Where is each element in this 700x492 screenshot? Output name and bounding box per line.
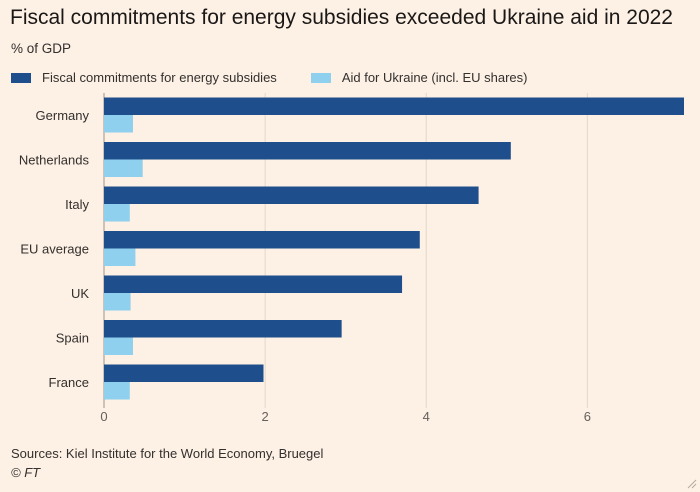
ukraine-bar xyxy=(104,159,143,177)
source-note: Sources: Kiel Institute for the World Ec… xyxy=(11,446,324,461)
energy-bar xyxy=(104,231,420,249)
category-label: Germany xyxy=(36,108,90,123)
category-label: Italy xyxy=(65,197,89,212)
ukraine-bar xyxy=(104,382,130,400)
copyright: © FT xyxy=(11,465,41,480)
legend: Fiscal commitments for energy subsidies … xyxy=(11,70,561,85)
category-label: Spain xyxy=(56,331,89,346)
chart-subtitle: % of GDP xyxy=(11,41,72,56)
energy-bar xyxy=(104,275,403,293)
x-tick-label: 6 xyxy=(584,409,591,424)
legend-swatch-ukraine xyxy=(310,72,331,83)
legend-label-ukraine: Aid for Ukraine (incl. EU shares) xyxy=(341,70,528,85)
category-label: France xyxy=(49,375,89,390)
category-label: UK xyxy=(71,286,89,301)
energy-bar xyxy=(104,186,479,204)
chart-title: Fiscal commitments for energy subsidies … xyxy=(10,6,673,29)
ukraine-bar xyxy=(104,115,133,133)
legend-item-energy: Fiscal commitments for energy subsidies xyxy=(11,70,277,85)
ukraine-bar xyxy=(104,204,130,222)
ukraine-bar xyxy=(104,337,133,355)
x-tick-label: 2 xyxy=(261,409,268,424)
ukraine-bar xyxy=(104,248,136,266)
ukraine-bar xyxy=(104,293,131,311)
legend-item-ukraine: Aid for Ukraine (incl. EU shares) xyxy=(310,70,528,85)
energy-bar xyxy=(104,97,684,115)
legend-swatch-energy xyxy=(11,72,31,83)
energy-bar xyxy=(104,142,511,160)
energy-bar xyxy=(104,364,264,382)
category-label: EU average xyxy=(20,242,89,257)
legend-label-energy: Fiscal commitments for energy subsidies xyxy=(42,70,277,85)
energy-bar xyxy=(104,320,342,338)
x-tick-label: 4 xyxy=(423,409,430,424)
resize-handle-icon xyxy=(687,479,697,489)
x-tick-label: 0 xyxy=(100,409,107,424)
category-label: Netherlands xyxy=(19,153,90,168)
